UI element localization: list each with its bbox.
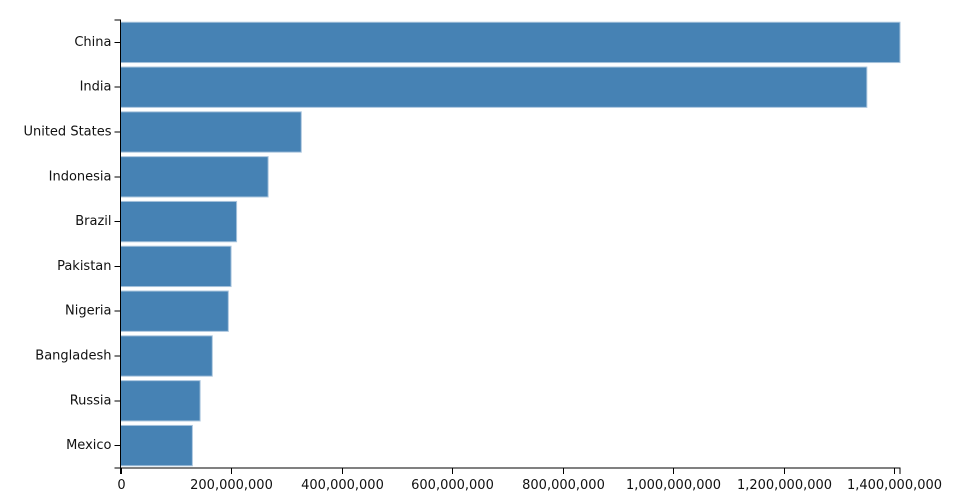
y-tick-label: Bangladesh	[35, 349, 111, 364]
y-axis: China India United States Indonesia Brazil Pa…	[23, 19, 121, 469]
y-tick-label: Mexico	[66, 438, 111, 453]
y-tick-label: Indonesia	[49, 169, 112, 184]
x-tick-label: 1,400,000,000	[847, 478, 942, 493]
x-tick-label: 200,000,000	[190, 478, 273, 493]
y-axis-line	[114, 19, 121, 469]
bar-indonesia	[120, 156, 269, 198]
bar-china	[120, 21, 901, 64]
x-tick-label: 0	[117, 478, 125, 493]
x-tick-label: 800,000,000	[522, 478, 605, 493]
y-tick-label: Pakistan	[57, 259, 111, 274]
x-tick-label: 400,000,000	[301, 478, 384, 493]
x-axis: 0 200,000,000 400,000,000 600,000,000 800,00…	[117, 467, 942, 493]
bar-nigeria	[120, 290, 229, 332]
bar-mexico	[120, 424, 193, 467]
x-axis-line	[120, 467, 901, 474]
x-tick-label: 600,000,000	[411, 478, 494, 493]
y-tick-label: Nigeria	[65, 304, 112, 319]
x-tick-label: 1,000,000,000	[626, 478, 721, 493]
x-tick-label: 1,200,000,000	[737, 478, 832, 493]
y-tick-label: Brazil	[75, 214, 111, 229]
bar-russia	[120, 380, 201, 422]
bar-pakistan	[120, 245, 232, 288]
y-tick-label: United States	[23, 125, 111, 140]
bar-india	[120, 66, 868, 108]
y-tick-label: China	[74, 35, 111, 50]
y-tick-label: India	[80, 80, 112, 95]
bar-brazil	[120, 200, 238, 243]
bar-united-states	[120, 111, 302, 153]
y-tick-label: Russia	[70, 393, 112, 408]
bar-bangladesh	[120, 335, 213, 377]
bars	[120, 21, 901, 467]
